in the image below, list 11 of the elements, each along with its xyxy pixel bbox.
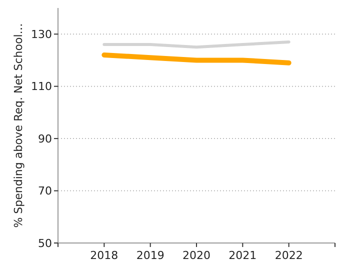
x-tick-label: 2021 — [228, 249, 257, 262]
x-tick-label: 2019 — [136, 249, 164, 262]
y-axis-title: % Spending above Req. Net School… — [12, 23, 25, 228]
y-tick-label: 110 — [31, 80, 52, 94]
x-tick-label: 2022 — [274, 249, 303, 262]
y-tick-label: 50 — [38, 236, 52, 250]
y-tick-label: 130 — [31, 28, 52, 41]
y-tick-label: 70 — [38, 184, 52, 198]
y-tick-label: 90 — [38, 132, 52, 146]
x-tick-label: 2020 — [182, 249, 210, 262]
x-tick-label: 2018 — [90, 249, 118, 262]
